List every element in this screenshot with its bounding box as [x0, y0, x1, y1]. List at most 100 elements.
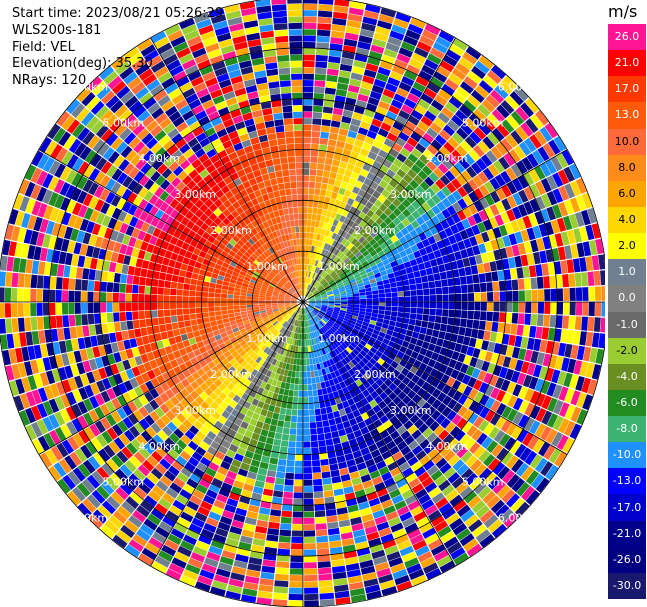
- range-gate: [538, 441, 551, 457]
- range-gate: [327, 204, 334, 212]
- range-gate: [312, 259, 317, 266]
- range-gate: [365, 267, 373, 274]
- range-gate: [454, 251, 462, 261]
- range-gate: [132, 311, 139, 320]
- range-gate: [307, 377, 312, 385]
- range-gate: [344, 268, 351, 275]
- range-gate: [444, 78, 459, 91]
- range-gate: [387, 365, 396, 374]
- range-gate: [290, 299, 297, 301]
- range-gate: [399, 461, 411, 472]
- range-gate: [350, 72, 363, 81]
- range-gate: [161, 168, 173, 179]
- range-gate: [271, 379, 278, 387]
- range-gate: [88, 514, 104, 529]
- range-gate: [225, 538, 239, 548]
- range-gate: [100, 524, 116, 539]
- range-gate: [366, 531, 380, 541]
- range-gate: [362, 75, 375, 85]
- range-gate: [229, 320, 237, 326]
- range-gate: [435, 457, 448, 469]
- range-gate: [336, 319, 343, 324]
- range-gate: [465, 46, 482, 60]
- range-gate: [385, 82, 398, 93]
- range-gate: [188, 259, 197, 267]
- range-gate: [105, 191, 116, 204]
- range-gate: [457, 210, 467, 221]
- range-gate: [505, 134, 518, 148]
- range-gate: [282, 328, 288, 335]
- range-gate: [314, 370, 319, 377]
- range-gate: [352, 348, 360, 356]
- range-gate: [240, 289, 247, 294]
- range-gate: [267, 377, 274, 385]
- range-gate: [303, 162, 310, 169]
- range-gate: [25, 391, 37, 407]
- range-gate: [312, 288, 317, 294]
- range-gate: [304, 289, 306, 296]
- range-gate: [136, 434, 148, 447]
- range-gate: [100, 417, 112, 430]
- range-gate: [321, 279, 327, 285]
- range-gate: [213, 574, 229, 584]
- range-gate: [245, 409, 254, 418]
- range-gate: [477, 370, 487, 382]
- range-gate: [535, 110, 549, 126]
- range-gate: [293, 492, 303, 499]
- range-gate: [136, 505, 150, 518]
- range-gate: [163, 295, 170, 302]
- range-gate: [253, 250, 261, 258]
- range-gate: [146, 472, 159, 485]
- range-gate: [477, 140, 490, 154]
- range-gate: [243, 483, 254, 492]
- range-gate: [589, 347, 598, 363]
- range-gate: [370, 204, 379, 213]
- range-gate: [382, 279, 390, 285]
- range-gate: [334, 302, 341, 304]
- range-gate: [367, 151, 378, 161]
- range-gate: [251, 276, 258, 282]
- range-gate: [468, 149, 480, 162]
- range-gate: [535, 196, 546, 210]
- range-gate: [283, 491, 293, 499]
- range-gate: [303, 29, 317, 36]
- range-gate: [493, 160, 505, 174]
- range-gate: [466, 425, 478, 437]
- range-gate: [77, 255, 86, 268]
- range-gate: [298, 390, 303, 397]
- range-gate: [346, 91, 358, 100]
- range-gate: [494, 174, 506, 187]
- range-gate: [77, 463, 91, 478]
- range-gate: [150, 422, 162, 434]
- range-gate: [176, 254, 185, 263]
- range-gate: [493, 249, 502, 261]
- range-gate: [359, 327, 367, 334]
- range-gate: [300, 340, 303, 347]
- range-gate: [77, 190, 88, 204]
- range-gate: [348, 7, 364, 16]
- range-gate: [348, 438, 358, 447]
- range-gate: [305, 290, 308, 297]
- range-gate: [143, 442, 155, 455]
- range-gate: [180, 398, 190, 408]
- range-gate: [56, 111, 71, 127]
- range-gate: [255, 420, 264, 429]
- range-gate: [224, 325, 232, 332]
- range-gate: [186, 375, 195, 384]
- range-gate: [420, 115, 433, 127]
- range-gate: [330, 316, 337, 321]
- range-gate: [366, 226, 375, 235]
- range-gate: [233, 291, 241, 296]
- range-gate: [350, 351, 357, 359]
- range-gate: [432, 41, 448, 54]
- range-gate: [344, 363, 352, 371]
- range-gate: [342, 331, 349, 338]
- range-gate: [407, 500, 421, 511]
- range-gate: [270, 318, 277, 323]
- range-gate: [336, 422, 345, 431]
- range-gate: [331, 272, 338, 278]
- range-gate: [151, 317, 159, 326]
- range-gate: [56, 264, 65, 277]
- range-gate: [455, 145, 468, 157]
- range-gate: [434, 94, 448, 107]
